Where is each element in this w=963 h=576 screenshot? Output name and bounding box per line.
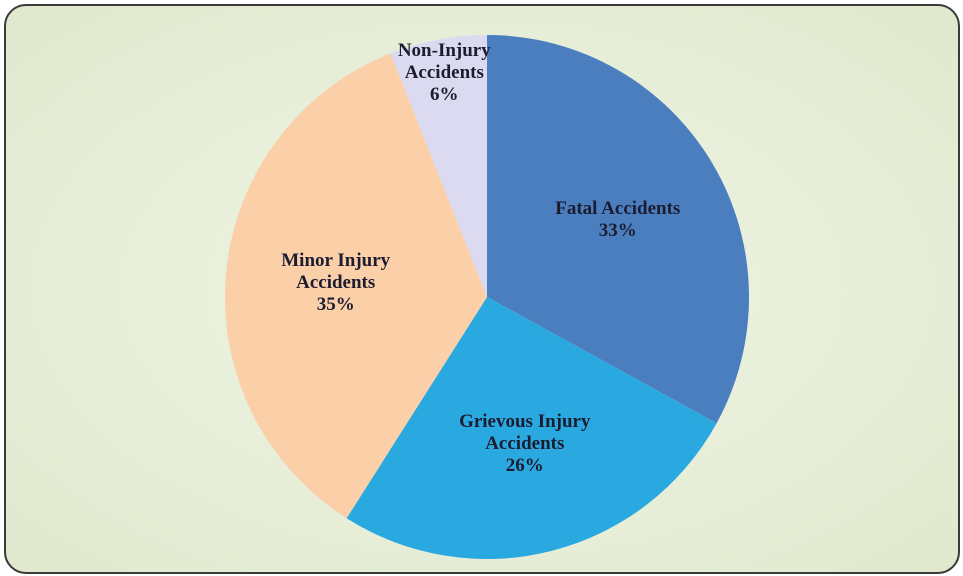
- slice-name: Grievous Injury Accidents: [459, 411, 591, 455]
- slice-value: 6%: [430, 84, 459, 106]
- chart: [225, 35, 749, 559]
- pie-slice: [390, 35, 487, 297]
- pie-slice: [487, 35, 749, 424]
- slice-name: Non-Injury Accidents: [397, 40, 491, 84]
- pie-slice: [346, 297, 717, 559]
- slice-value: 33%: [598, 219, 637, 241]
- slice-value: 26%: [505, 455, 544, 477]
- slice-name: Fatal Accidents: [555, 197, 681, 219]
- slice-label: Grievous Injury Accidents 26%: [430, 411, 620, 477]
- slice-label: Non-Injury Accidents 6%: [389, 40, 499, 106]
- slice-value: 35%: [316, 293, 355, 315]
- pie-slice: [225, 53, 488, 519]
- chart-frame: Fatal Accidents 33% Grievous Injury Accide…: [4, 4, 960, 574]
- slice-name: Minor Injury Accidents: [281, 249, 391, 293]
- slice-label: Fatal Accidents 33%: [523, 198, 713, 242]
- slice-label: Minor Injury Accidents 35%: [241, 250, 431, 316]
